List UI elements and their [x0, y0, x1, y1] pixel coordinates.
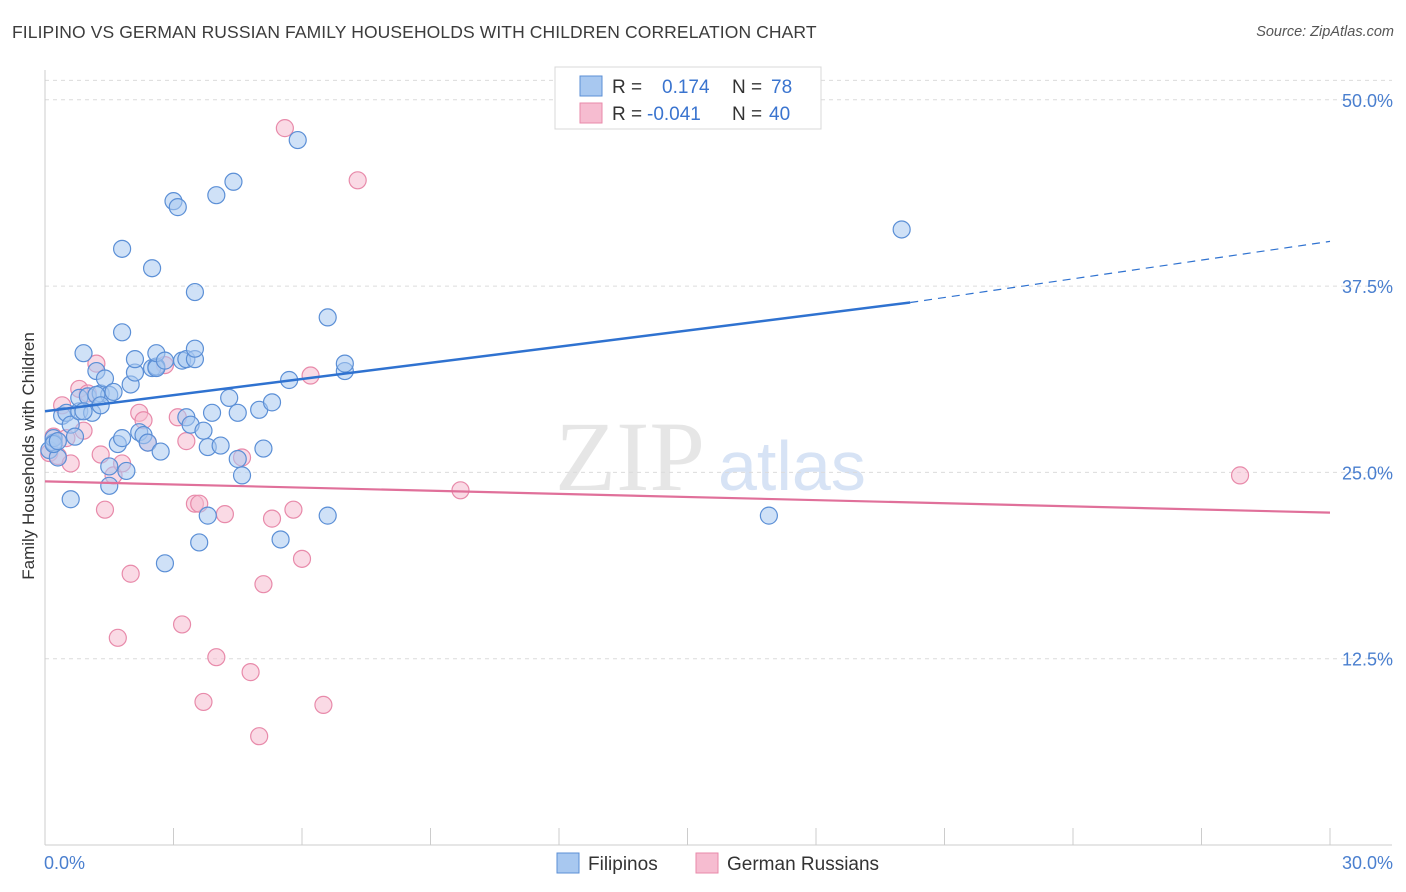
data-point: [284, 500, 303, 519]
data-point: [250, 727, 269, 746]
data-point: [271, 530, 290, 549]
data-point: [198, 506, 217, 525]
data-point: [254, 439, 273, 458]
data-point: [232, 466, 252, 485]
bottom-legend-swatch-german-russians: [695, 852, 719, 874]
data-point: [262, 509, 282, 528]
data-point: [241, 663, 260, 682]
data-point: [138, 433, 157, 452]
gridlines: [45, 79, 1392, 660]
legend-n-label-2: N =: [732, 104, 762, 125]
series-legend: Filipinos German Russians: [556, 852, 879, 875]
legend-r-label-2: R =: [612, 104, 642, 125]
data-point: [759, 506, 778, 525]
data-point: [61, 490, 80, 509]
data-point: [288, 130, 307, 150]
data-point: [112, 239, 132, 258]
data-point: [228, 449, 247, 469]
data-point: [335, 354, 354, 373]
legend-r-value-1: 0.174: [662, 77, 710, 98]
legend-swatch-german-russians: [579, 102, 603, 124]
data-point: [254, 575, 273, 594]
legend-n-value-1: 78: [771, 77, 792, 98]
data-point: [318, 308, 337, 327]
data-point: [48, 432, 67, 451]
data-point: [100, 457, 119, 476]
watermark-atlas: atlas: [718, 427, 866, 505]
data-point: [108, 628, 127, 647]
data-point: [172, 615, 192, 634]
data-point: [314, 695, 333, 715]
data-point: [185, 339, 205, 358]
y-tick-label: 12.5%: [1342, 650, 1393, 670]
data-point: [185, 282, 205, 302]
data-point: [1230, 466, 1250, 485]
data-point: [104, 382, 123, 402]
data-point: [155, 554, 175, 573]
source-label: Source: ZipAtlas.com: [1256, 24, 1394, 40]
data-point: [275, 119, 294, 138]
data-point: [117, 461, 136, 481]
legend-n-value-2: 40: [769, 104, 790, 125]
trend-line-filipinos: [44, 301, 911, 413]
data-point: [892, 220, 911, 239]
trend-lines: [44, 240, 1331, 514]
y-axis-label: Family Households with Children: [19, 332, 38, 580]
data-point: [207, 186, 226, 205]
data-point: [318, 506, 337, 525]
data-point: [100, 476, 119, 495]
data-point: [125, 350, 145, 369]
data-point: [215, 505, 234, 524]
trend-line-german-russians: [44, 480, 1331, 514]
bottom-legend-label-filipinos: Filipinos: [588, 854, 658, 875]
chart-title: FILIPINO VS GERMAN RUSSIAN FAMILY HOUSEH…: [12, 22, 817, 42]
bottom-legend-label-german-russians: German Russians: [727, 854, 879, 875]
legend-r-label-1: R =: [612, 77, 642, 98]
data-point: [194, 421, 213, 440]
bottom-legend-swatch-filipinos: [556, 852, 580, 874]
y-tick-labels: 12.5% 25.0% 37.5% 50.0%: [1342, 91, 1393, 670]
data-point: [224, 172, 243, 191]
data-point: [65, 427, 85, 446]
legend-swatch-filipinos: [579, 75, 603, 97]
x-tick-label-max: 30.0%: [1342, 853, 1393, 873]
data-point: [202, 403, 222, 422]
data-point: [348, 171, 367, 190]
legend-n-label-1: N =: [732, 77, 762, 98]
data-point: [155, 351, 175, 370]
data-point: [142, 259, 162, 278]
legend-r-value-2: -0.041: [647, 104, 701, 125]
y-tick-label: 37.5%: [1342, 277, 1393, 297]
data-point: [190, 533, 209, 552]
data-point: [301, 366, 320, 385]
data-point: [194, 692, 213, 712]
stats-legend: R = 0.174 N = 78 R = -0.041 N = 40: [554, 66, 822, 130]
x-tick-label-min: 0.0%: [44, 853, 85, 873]
data-point: [74, 344, 93, 363]
data-point: [292, 549, 312, 568]
data-point: [262, 393, 282, 412]
data-point: [220, 388, 239, 407]
data-point: [112, 323, 132, 342]
data-point: [177, 432, 196, 451]
trend-line-filipinos-extension: [910, 240, 1331, 304]
data-point: [168, 198, 187, 217]
data-point: [211, 436, 230, 455]
series-filipinos: [40, 130, 911, 573]
data-point: [228, 403, 247, 422]
data-point: [207, 648, 226, 667]
y-tick-label: 50.0%: [1342, 91, 1393, 111]
x-tick-labels: 0.0% 30.0%: [44, 853, 1393, 873]
data-point: [151, 442, 170, 461]
data-point: [95, 500, 115, 519]
data-point: [121, 564, 140, 583]
y-tick-label: 25.0%: [1342, 463, 1393, 483]
data-point: [112, 429, 132, 448]
